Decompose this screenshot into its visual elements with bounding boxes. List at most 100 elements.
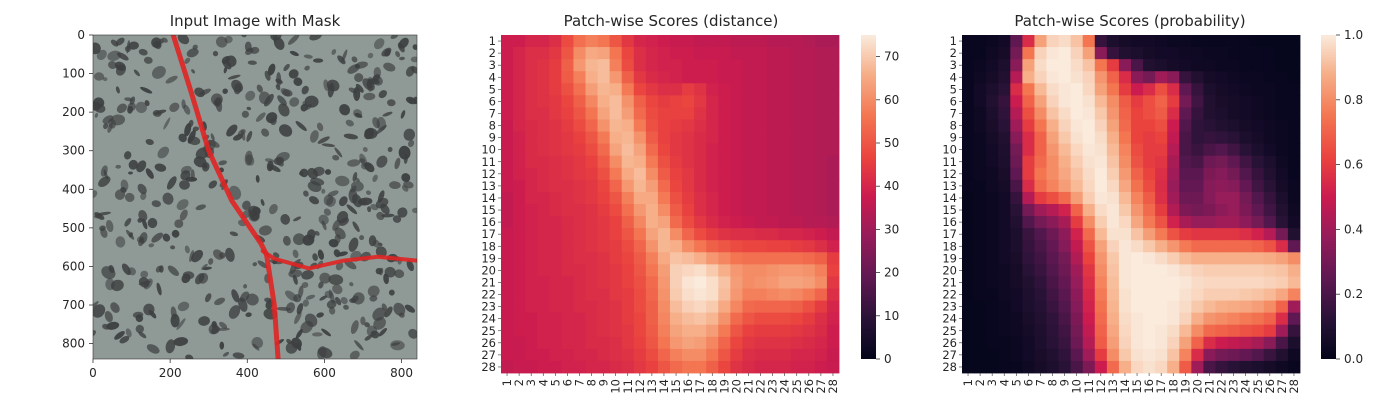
heatmap-cell [585,179,598,193]
heatmap-cell [621,71,635,84]
heatmap-cell [986,83,999,96]
row-tick-label: 5 [950,82,957,96]
heatmap-cell [585,155,598,169]
heatmap-cell [998,143,1011,157]
heatmap-cell [1143,204,1156,217]
speckle-dot [261,128,270,137]
heatmap-cell [549,216,562,229]
row-tick-label: 3 [950,58,957,72]
heatmap-cell [670,155,683,169]
speckle-dot [316,312,324,318]
heatmap-cell [742,107,755,120]
heatmap-cell [718,47,731,60]
heatmap-cell [597,300,611,314]
heatmap-cell [1239,83,1253,96]
heatmap-cell [718,312,731,326]
heatmap-cell [718,360,731,374]
heatmap-cell [826,59,840,72]
speckle-dot [143,56,153,64]
heatmap-cell [1034,143,1047,157]
heatmap-cell [1167,336,1180,350]
heatmap-cell [1275,155,1289,169]
col-tick-label: 15 [669,379,683,394]
heatmap-cell [1058,47,1072,60]
heatmap-cell [1082,240,1096,253]
heatmap-cell [561,95,574,108]
heatmap-cell [766,312,780,326]
heatmap-cell [706,240,719,253]
speckle-pattern [93,35,417,359]
heatmap-cell [1010,252,1023,265]
speckle-dot [224,35,233,44]
heatmap-cell [1010,324,1023,338]
heatmap-cell [1082,276,1096,289]
speckle-dot [268,164,281,173]
speckle-dot [339,104,351,116]
heatmap-cell [706,348,719,362]
colorbar-tick-label: 30 [884,222,899,236]
heatmap-cell [778,179,792,193]
heatmap-cell [1191,204,1204,217]
speckle-dot [318,347,333,359]
col-tick-label: 10 [609,379,623,394]
heatmap-cell [1287,191,1301,205]
heatmap-cell [754,276,767,289]
heatmap-cell [742,95,755,108]
speckle-dot [184,57,191,64]
col-tick-label: 3 [524,379,538,386]
heatmap-cell [561,264,574,277]
heatmap-cell [718,143,731,157]
heatmap-cell [561,47,574,60]
speckle-dot [412,44,417,50]
heatmap-cell [1058,119,1072,132]
heatmap-cell [670,119,683,132]
heatmap-cell [814,191,828,205]
heatmap-cell [730,204,743,217]
heatmap-cell [573,300,586,314]
speckle-dot [378,242,383,247]
heatmap-cell [682,288,695,301]
heatmap-cell [1251,95,1265,108]
speckle-dot [349,282,354,287]
heatmap-cell [585,276,598,289]
heatmap-cell [790,155,804,169]
row-tick-label: 9 [950,131,957,145]
heatmap-cell [1251,83,1265,96]
heatmap-cell [621,336,635,350]
heatmap-cell [573,107,586,120]
heatmap-cell [525,252,538,265]
heatmap-cell [573,288,586,301]
heatmap-cell [1275,324,1289,338]
speckle-dot [296,343,302,351]
col-tick-label: 18 [705,379,719,394]
heatmap-cell [597,179,611,193]
speckle-dot [300,103,309,112]
heatmap-cell [1179,312,1192,326]
speckle-dot [215,36,228,48]
heatmap-cell [573,83,586,96]
heatmap-cell [778,288,792,301]
heatmap-cell [998,47,1011,60]
heatmap-cell [1251,360,1265,374]
heatmap-cell [694,179,707,193]
heatmap-cell [1022,59,1035,72]
heatmap-cell [657,167,671,181]
col-tick-label: 7 [572,379,586,386]
heatmap-cell [573,179,586,193]
speckle-dot [328,289,335,304]
heatmap-cell [645,95,659,108]
heatmap-cell [754,228,767,241]
heatmap-cell [1143,143,1156,157]
input-image-panel: Input Image with Mask 0 200 400 600 800 0100… [62,12,418,380]
speckle-dot [363,92,376,101]
colorbar-tick-label: 70 [884,50,899,64]
heatmap-cell [585,47,598,60]
heatmap-cell [1082,167,1096,181]
heatmap-cell [501,155,514,169]
row-tick-label: 11 [942,155,957,169]
heatmap-cell [754,348,767,362]
heatmap-cell [645,59,659,72]
heatmap-cell [694,83,707,96]
heatmap-cell [1215,107,1228,120]
heatmap-cell [597,167,611,181]
